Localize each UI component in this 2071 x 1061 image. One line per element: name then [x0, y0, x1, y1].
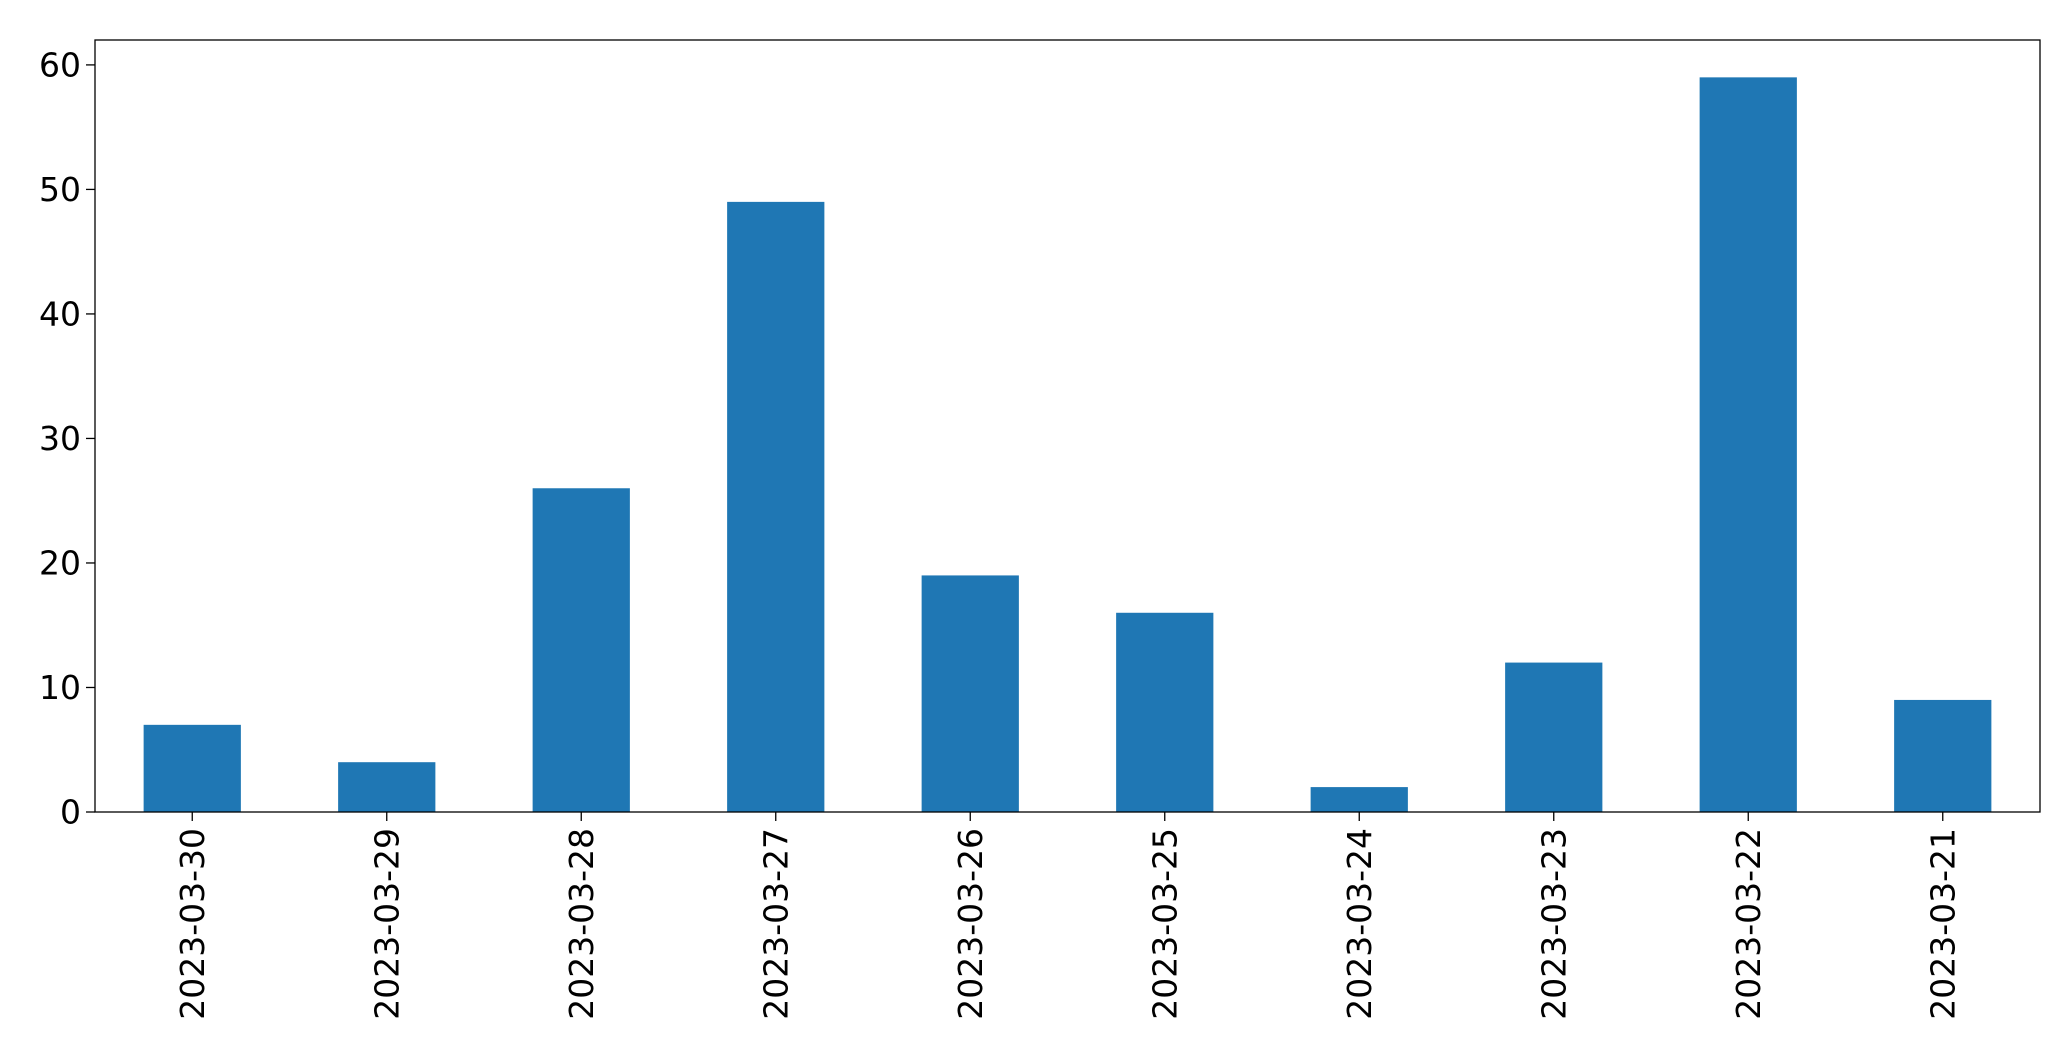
x-tick-label: 2023-03-29 — [367, 828, 406, 1020]
bar-2023-03-26 — [921, 575, 1019, 812]
bars-group — [143, 77, 1992, 812]
x-axis-ticks: 2023-03-30 2023-03-29 2023-03-28 2023-03-27… — [173, 812, 1962, 1020]
x-tick-label: 2023-03-28 — [562, 828, 601, 1020]
y-tick-label: 40 — [39, 294, 81, 333]
bar-2023-03-28 — [532, 488, 630, 812]
bar-2023-03-24 — [1310, 787, 1408, 812]
x-tick-label: 2023-03-21 — [1923, 828, 1962, 1020]
bar-2023-03-29 — [338, 762, 436, 812]
x-tick-label: 2023-03-30 — [173, 828, 212, 1020]
x-tick-label: 2023-03-27 — [756, 828, 795, 1020]
x-tick-label: 2023-03-25 — [1145, 828, 1184, 1020]
y-tick-label: 0 — [60, 793, 81, 832]
x-tick-label: 2023-03-22 — [1729, 828, 1768, 1020]
bar-2023-03-25 — [1116, 612, 1214, 812]
bar-2023-03-22 — [1699, 77, 1797, 812]
y-tick-label: 50 — [39, 170, 81, 209]
y-tick-label: 20 — [39, 543, 81, 582]
y-tick-label: 60 — [39, 45, 81, 84]
y-axis-ticks: 0 10 20 30 40 50 60 — [39, 45, 95, 832]
bar-2023-03-30 — [143, 724, 241, 812]
y-tick-label: 30 — [39, 419, 81, 458]
plot-frame — [94, 39, 2041, 813]
bar-2023-03-27 — [727, 201, 825, 812]
x-tick-label: 2023-03-26 — [951, 828, 990, 1020]
bar-2023-03-23 — [1505, 662, 1603, 812]
x-tick-label: 2023-03-23 — [1534, 828, 1573, 1020]
y-tick-label: 10 — [39, 668, 81, 707]
bar-2023-03-21 — [1894, 699, 1992, 812]
x-tick-label: 2023-03-24 — [1340, 828, 1379, 1020]
